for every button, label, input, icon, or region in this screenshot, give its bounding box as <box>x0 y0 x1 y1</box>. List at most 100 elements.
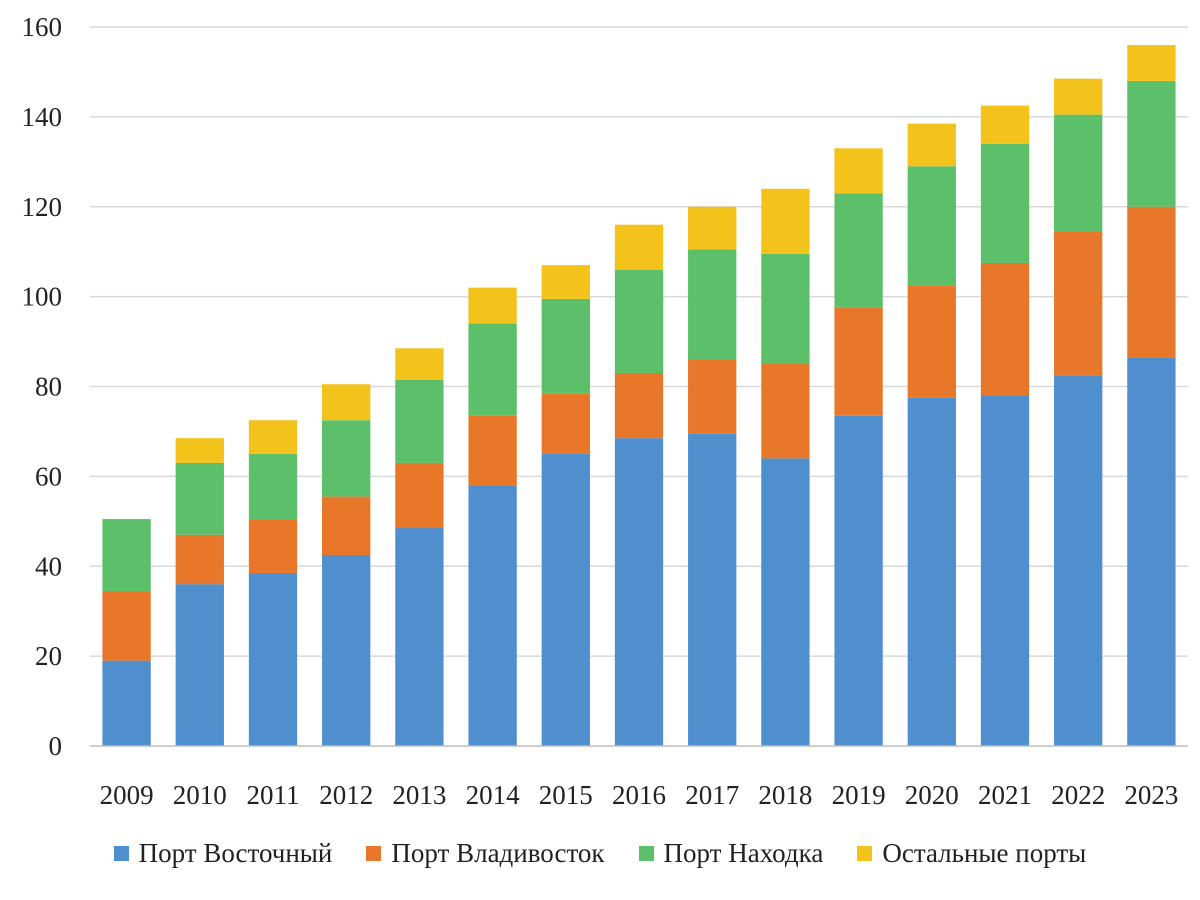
bar-segment <box>248 572 298 746</box>
x-tick-label: 2012 <box>319 780 373 810</box>
x-tick-label: 2010 <box>173 780 227 810</box>
y-tick-label: 140 <box>22 102 63 132</box>
legend-item: Остальные порты <box>857 838 1086 869</box>
bar-segment <box>322 496 371 556</box>
bar-segment <box>907 285 956 398</box>
bar-segment <box>468 485 517 746</box>
bar-segment <box>541 265 590 299</box>
legend-item: Порт Находка <box>638 838 824 869</box>
legend: Порт Восточный Порт Владивосток Порт Наход… <box>0 838 1200 869</box>
bar-segment <box>980 262 1030 396</box>
bars <box>102 44 1176 746</box>
bar-segment <box>1054 375 1103 746</box>
bar-segment <box>248 519 298 573</box>
x-tick-label: 2015 <box>539 780 593 810</box>
bar-segment <box>834 307 883 416</box>
bar-segment <box>614 269 664 374</box>
bar-segment <box>614 373 664 439</box>
legend-swatch <box>857 846 873 861</box>
bar-segment <box>834 193 883 308</box>
y-tick-label: 40 <box>35 551 62 581</box>
bar-segment <box>980 143 1030 263</box>
bar-segment <box>1127 44 1176 81</box>
bar-segment <box>541 393 590 454</box>
y-tick-label: 80 <box>35 372 62 402</box>
bar-segment <box>102 590 151 661</box>
y-tick-label: 120 <box>22 192 63 222</box>
bar-segment <box>614 224 664 270</box>
bar-segment <box>395 348 444 380</box>
y-tick-labels: 0 20 40 60 80 100 120 140 160 <box>22 12 63 761</box>
bar-segment <box>688 206 737 250</box>
bar-segment <box>1127 80 1176 207</box>
x-tick-labels: 2009 2010 2011 2012 2013 2014 2015 2016 2017 2018… <box>100 780 1179 810</box>
bar-segment <box>688 249 737 360</box>
bar-segment <box>1054 114 1103 232</box>
bar-segment <box>175 534 224 585</box>
x-tick-label: 2016 <box>612 780 666 810</box>
y-tick-label: 0 <box>49 731 63 761</box>
legend-label: Порт Находка <box>663 838 824 868</box>
legend-swatch <box>113 846 129 861</box>
x-tick-label: 2018 <box>758 780 812 810</box>
bar-segment <box>541 298 590 394</box>
bar-segment <box>907 166 956 286</box>
x-tick-label: 2017 <box>685 780 739 810</box>
x-tick-label: 2020 <box>905 780 959 810</box>
x-tick-label: 2021 <box>978 780 1032 810</box>
bar-segment <box>468 323 517 416</box>
bar-segment <box>761 458 810 746</box>
legend-label: Остальные порты <box>882 838 1087 868</box>
bar-segment <box>468 287 517 324</box>
x-tick-label: 2013 <box>392 780 446 810</box>
bar-segment <box>395 528 444 746</box>
bar-segment <box>175 438 224 463</box>
bar-segment <box>688 433 737 746</box>
legend-label: Порт Восточный <box>138 838 333 868</box>
x-tick-label: 2009 <box>100 780 154 810</box>
bar-segment <box>468 415 517 486</box>
y-tick-label: 20 <box>35 641 62 671</box>
bar-segment <box>541 453 590 746</box>
y-tick-label: 160 <box>22 12 63 42</box>
bar-segment <box>834 415 883 746</box>
legend-item: Порт Владивосток <box>366 838 605 869</box>
bar-segment <box>395 462 444 529</box>
bar-segment <box>322 384 371 421</box>
bar-segment <box>1054 231 1103 376</box>
x-tick-label: 2011 <box>247 780 300 810</box>
bar-segment <box>688 359 737 434</box>
bar-segment <box>248 453 298 520</box>
bar-segment <box>834 148 883 194</box>
bar-segment <box>1054 78 1103 115</box>
bar-segment <box>102 519 151 591</box>
legend-swatch <box>638 846 654 861</box>
x-tick-label: 2014 <box>466 780 521 810</box>
x-tick-label: 2019 <box>832 780 886 810</box>
bar-segment <box>907 397 956 746</box>
bar-segment <box>175 584 224 746</box>
x-tick-label: 2023 <box>1124 780 1178 810</box>
bar-segment <box>248 420 298 454</box>
x-tick-label: 2022 <box>1051 780 1105 810</box>
legend-item: Порт Восточный <box>113 838 333 869</box>
bar-segment <box>395 379 444 463</box>
legend-swatch <box>366 846 382 861</box>
bar-segment <box>322 555 371 746</box>
bar-segment <box>761 364 810 459</box>
bar-segment <box>175 462 224 535</box>
bar-segment <box>102 660 151 746</box>
bar-segment <box>322 420 371 497</box>
bar-segment <box>1127 206 1176 358</box>
bar-segment <box>980 105 1030 144</box>
bar-segment <box>980 395 1030 746</box>
bar-segment <box>1127 357 1176 746</box>
legend-label: Порт Владивосток <box>391 838 605 868</box>
y-tick-label: 100 <box>22 282 63 312</box>
bar-segment <box>761 188 810 254</box>
bar-segment <box>614 438 664 746</box>
bar-segment <box>761 253 810 365</box>
bar-segment <box>907 123 956 167</box>
y-tick-label: 60 <box>35 461 62 491</box>
